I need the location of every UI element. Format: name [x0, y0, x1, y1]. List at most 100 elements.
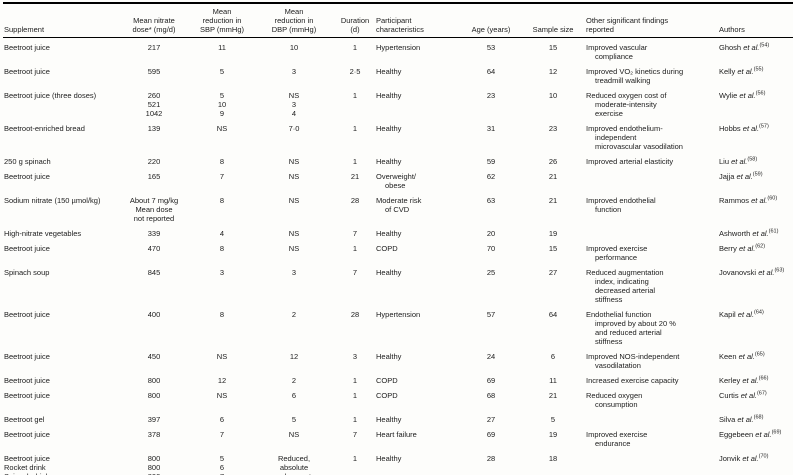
duration-cell: 1 [352, 244, 358, 253]
author-name: Jajja [719, 172, 735, 181]
dbp-cell: 7·0 [288, 124, 300, 133]
supplement-cell: 250 g spinach [4, 157, 51, 166]
findings-cell: Reduced oxygen cost of moderate-intensit… [586, 91, 667, 118]
authors-cell: Kerley et al.(66) [718, 374, 793, 389]
sample-cell: 11 [549, 376, 557, 385]
author-etal: et al. [739, 91, 756, 100]
duration-cell: 1 [352, 157, 358, 166]
supplement-cell: Beetroot juice [4, 352, 50, 361]
dose-cell: 397 [147, 415, 161, 424]
supplement-cell: Sodium nitrate (150 µmol/kg) [4, 196, 101, 205]
author-reference-number: (66) [758, 375, 769, 382]
supplement-cell: Beetroot juice Rocket drink Spinach drin… [4, 454, 50, 475]
authors-cell: Ashworth et al.(61) [718, 227, 793, 242]
author-name: Kelly [719, 67, 736, 76]
dose-cell: 378 [147, 430, 161, 439]
dbp-cell: 12 [289, 352, 299, 361]
dbp-cell: NS 3 4 [288, 91, 300, 118]
author-reference-number: (60) [767, 195, 778, 202]
age-cell: 68 [486, 391, 496, 400]
dose-cell: About 7 mg/kg Mean dose not reported [129, 196, 179, 223]
duration-cell: 1 [352, 91, 358, 100]
author-name: Curtis [719, 391, 739, 400]
author-reference-number: (58) [747, 156, 758, 163]
findings-cell: Endothelial function improved by about 2… [586, 310, 676, 346]
table-row: Beetroot gel 397 6 5 1 Healthy 27 5 Silva et al.… [3, 413, 793, 428]
duration-cell: 1 [352, 454, 358, 463]
sample-cell: 21 [548, 172, 558, 181]
dbp-cell: NS [288, 430, 300, 439]
authors-cell: Liu et al.(58) [718, 155, 793, 170]
dose-cell: 595 [147, 67, 161, 76]
sbp-cell: 3 [219, 268, 225, 277]
author-etal: et al. [755, 430, 772, 439]
age-cell: 70 [486, 244, 496, 253]
author-reference-number: (67) [756, 390, 767, 397]
duration-cell: 3 [352, 352, 358, 361]
dbp-cell: 10 [289, 43, 299, 52]
table-row: High-nitrate vegetables 339 4 NS 7 Healthy 20 1… [3, 227, 793, 242]
column-header-authors: Authors [718, 3, 793, 38]
findings-cell [585, 227, 718, 242]
table-row: Beetroot juice 595 5 3 2·5 Healthy 64 12 Improve… [3, 65, 793, 89]
author-name: Keen [719, 352, 737, 361]
column-header-dbp: Mean reduction in DBP (mmHg) [253, 3, 335, 38]
duration-cell: 21 [350, 172, 360, 181]
findings-cell [585, 413, 718, 428]
table-row: Beetroot juice 800 12 2 1 COPD 69 11 Increased e… [3, 374, 793, 389]
author-reference-number: (69) [771, 429, 782, 436]
sbp-cell: 11 [218, 43, 226, 52]
table-row: Beetroot juice 400 8 2 28 Hypertension 57 64 End… [3, 308, 793, 350]
column-header-sbp: Mean reduction in SBP (mmHg) [191, 3, 253, 38]
sbp-cell: 5 10 9 [217, 91, 227, 118]
sample-cell: 15 [548, 244, 558, 253]
duration-cell: 28 [350, 196, 360, 205]
findings-cell: Improved VO₂ kinetics during treadmill w… [586, 67, 684, 85]
findings-cell: Improved exercise endurance [586, 430, 648, 448]
age-cell: 23 [486, 91, 496, 100]
dose-cell: 217 [147, 43, 161, 52]
age-cell: 64 [486, 67, 496, 76]
sbp-cell: 5 [219, 67, 225, 76]
table-body: Beetroot juice 217 11 10 1 Hypertension 53 15 Im… [3, 38, 793, 475]
author-reference-number: (64) [754, 309, 764, 316]
sample-cell: 21 [548, 391, 558, 400]
supplement-cell: Beetroot juice [4, 244, 50, 253]
table-row: Beetroot juice 378 7 NS 7 Heart failure 69 19 Im… [3, 428, 793, 452]
author-etal: et al. [751, 196, 768, 205]
age-cell: 69 [486, 376, 496, 385]
sbp-cell: 8 [219, 196, 225, 205]
author-name: Eggebeen [719, 430, 754, 439]
supplement-cell: Beetroot juice [4, 172, 50, 181]
participants-cell: COPD [376, 244, 398, 253]
findings-cell: Reduced augmentation index, indicating d… [586, 268, 664, 304]
supplement-cell: Beetroot juice [4, 376, 50, 385]
column-header-age: Age (years) [461, 3, 521, 38]
author-name: Hobbs [719, 124, 741, 133]
participants-cell: Healthy [376, 229, 402, 238]
supplement-cell: Beetroot-enriched bread [4, 124, 85, 133]
authors-cell: Kelly et al.(55) [718, 65, 793, 89]
author-reference-number: (56) [755, 90, 766, 97]
supplement-cell: Beetroot juice [4, 391, 50, 400]
header-row: Supplement Mean nitrate dose* (mg/d) Mean … [3, 3, 793, 38]
dbp-cell: 3 [291, 67, 297, 76]
participants-cell: Healthy [376, 67, 402, 76]
dbp-cell: 2 [291, 310, 297, 319]
author-name: Jonvik [719, 454, 741, 463]
participants-cell: Healthy [376, 352, 402, 361]
dose-cell: 139 [147, 124, 161, 133]
sample-cell: 18 [548, 454, 558, 463]
authors-cell: Jovanovski et al.(63) [718, 266, 793, 308]
author-etal: et al. [737, 415, 754, 424]
duration-cell: 1 [352, 376, 358, 385]
dose-cell: 800 800 800 [147, 454, 161, 475]
dbp-cell: NS [288, 157, 300, 166]
dose-cell: 845 [147, 268, 161, 277]
sbp-cell: 5 6 7 [219, 454, 225, 475]
table-row: Beetroot juice 800 NS 6 1 COPD 68 21 Reduced oxy… [3, 389, 793, 413]
author-etal: et al. [743, 43, 760, 52]
participants-cell: Hypertension [376, 310, 421, 319]
author-name: Liu [719, 157, 730, 166]
table-row: Beetroot juice 165 7 NS 21 Overweight/ obese 6… [3, 170, 793, 194]
